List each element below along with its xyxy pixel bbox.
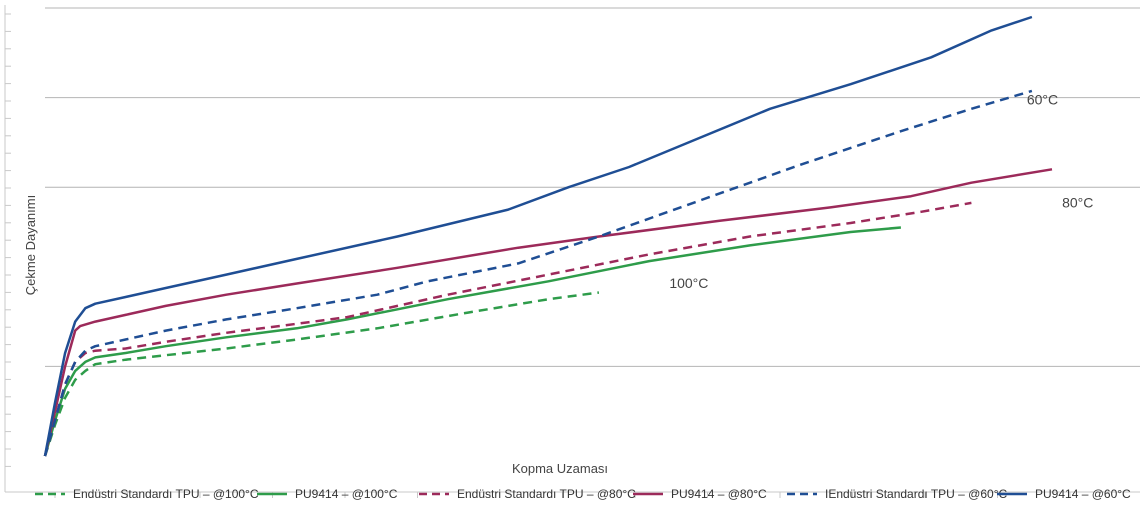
series-line-4	[43, 168, 1053, 457]
series-line-5	[43, 89, 1033, 457]
annotation-label-3: 100°C	[669, 275, 708, 291]
legend-label-3: Endüstri Standardı TPU – @80°C	[457, 487, 636, 501]
series-line-2	[43, 226, 902, 457]
legend-label-6: PU9414 – @60°C	[1035, 487, 1131, 501]
legend: Endüstri Standardı TPU – @100°C PU9414 – …	[35, 487, 1131, 501]
annotation-label-1: 60°C	[1027, 91, 1058, 107]
x-axis-title: Kopma Uzaması	[512, 461, 608, 476]
series-line-6	[43, 15, 1033, 457]
legend-label-2: PU9414 – @100°C	[295, 487, 398, 501]
y-axis-title: Çekme Dayanımı	[23, 195, 38, 295]
axes-layer	[4, 5, 1140, 498]
grid-layer	[45, 7, 1140, 367]
series-line-1	[43, 291, 600, 457]
series-layer	[43, 15, 1053, 457]
legend-label-4: PU9414 – @80°C	[671, 487, 767, 501]
annotation-layer: 60°C 80°C 100°C	[669, 91, 1093, 291]
series-line-3	[43, 201, 972, 457]
legend-label-5: IEndüstri Standardı TPU – @60°C	[825, 487, 1008, 501]
legend-label-1: Endüstri Standardı TPU – @100°C	[73, 487, 259, 501]
annotation-label-2: 80°C	[1062, 194, 1093, 210]
